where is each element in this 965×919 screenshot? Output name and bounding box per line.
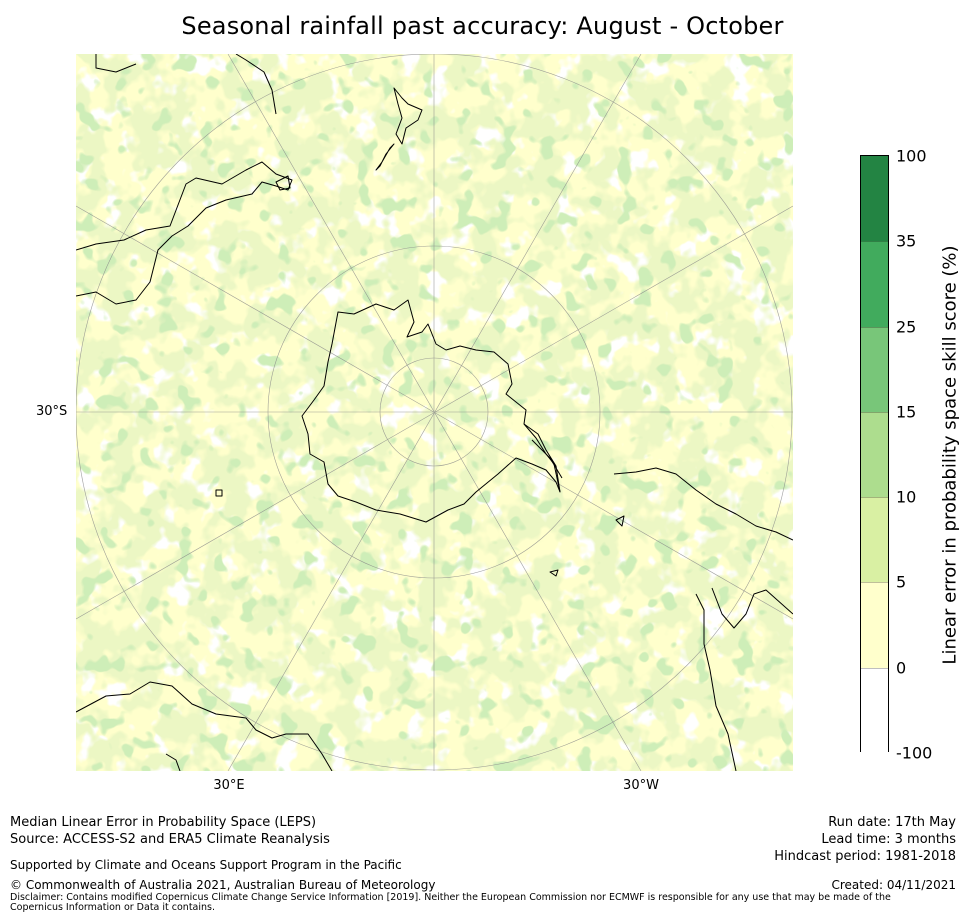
colorbar-label: Linear error in probability space skill …: [939, 245, 961, 665]
footer-leps: Median Linear Error in Probability Space…: [10, 815, 317, 830]
colorbar: [860, 155, 889, 753]
colorbar-tick-label: 15: [896, 402, 917, 422]
colorbar-tick-label: 35: [896, 231, 917, 251]
coastline-south-america: [613, 467, 793, 541]
coastline-south-america-east: [711, 587, 793, 629]
footer-source: Source: ACCESS-S2 and ERA5 Climate Reana…: [10, 832, 330, 847]
footer-support: Supported by Climate and Oceans Support …: [10, 858, 402, 872]
footer-created: Created: 04/11/2021: [831, 878, 956, 892]
coastline-madagascar: [165, 753, 181, 771]
coastline-new-zealand-south: [375, 143, 395, 171]
coastline-island: [549, 569, 559, 577]
footer-copyright: © Commonwealth of Australia 2021, Austra…: [10, 878, 436, 892]
lon-label-30e: 30°E: [213, 778, 245, 793]
coastline-island: [215, 489, 223, 497]
colorbar-segment: [861, 411, 888, 498]
graticule: [76, 54, 793, 771]
colorbar-tick-label: 0: [896, 658, 907, 678]
footer-lead-time: Lead time: 3 months: [821, 832, 956, 847]
colorbar-segment: [861, 497, 888, 583]
colorbar-segment: [861, 667, 888, 753]
lon-label-30w: 30°W: [623, 778, 659, 793]
polar-map: [76, 54, 793, 771]
lat-label-30s: 30°S: [36, 404, 68, 419]
coastline-southern-africa: [76, 681, 333, 771]
coastline-tasmania: [275, 175, 291, 191]
footer-disclaimer: Disclaimer: Contains modified Copernicus…: [10, 892, 891, 913]
colorbar-segment: [861, 582, 888, 668]
graticule-meridian: [76, 205, 793, 620]
coastline-new-zealand: [393, 87, 423, 145]
colorbar-tick-label: 100: [896, 146, 927, 166]
coastline-australia-east: [235, 54, 277, 115]
coastline-antarctic-peninsula: [523, 423, 563, 493]
footer-run-date: Run date: 17th May: [828, 815, 956, 830]
colorbar-segment: [861, 326, 888, 412]
coastline-australia: [76, 161, 293, 305]
coastline-antarctica: [301, 299, 561, 523]
coastline-falklands: [615, 515, 625, 527]
map-title: Seasonal rainfall past accuracy: August …: [181, 12, 784, 40]
colorbar-tick-label: 5: [896, 572, 907, 592]
colorbar-segment: [861, 156, 888, 242]
coastlines: [76, 54, 793, 771]
colorbar-tick-label: 10: [896, 487, 917, 507]
colorbar-segment: [861, 241, 888, 327]
colorbar-tick-label: -100: [896, 743, 933, 763]
colorbar-tick-label: 25: [896, 317, 917, 337]
coastline-australia-north: [95, 54, 137, 73]
footer-hindcast: Hindcast period: 1981-2018: [774, 849, 956, 864]
coastline-south-america-west: [695, 593, 737, 771]
